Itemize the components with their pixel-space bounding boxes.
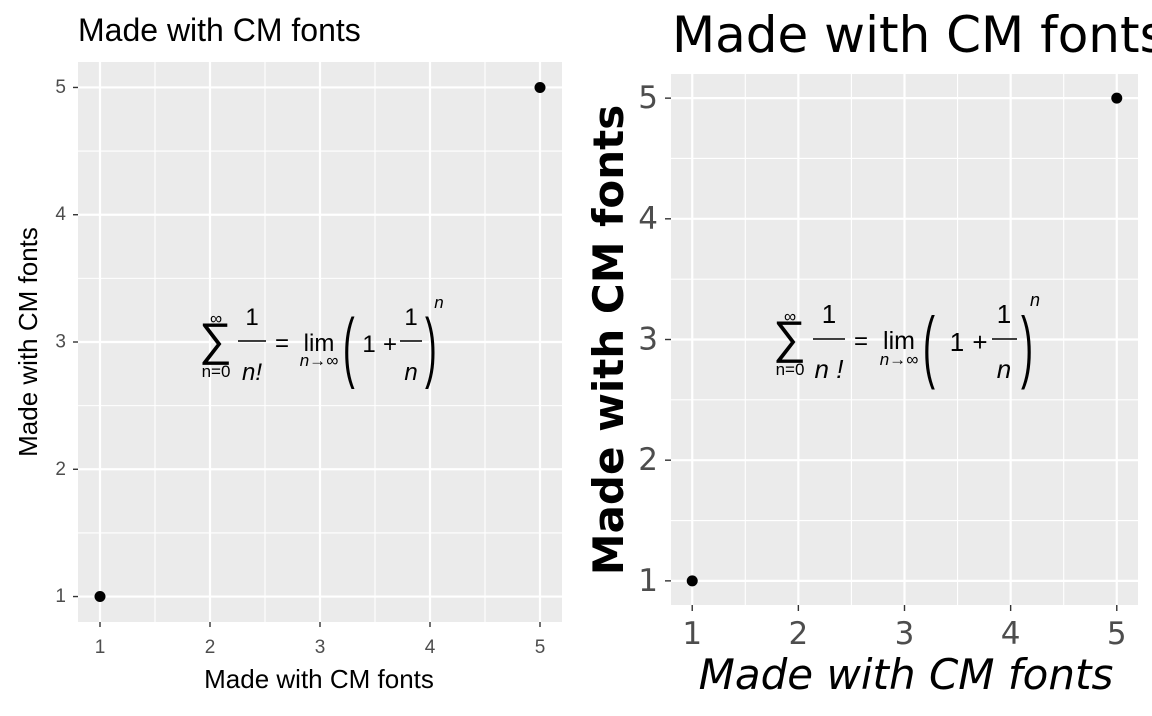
fraction-numerator: 1 bbox=[245, 304, 258, 331]
fraction-denominator: n! bbox=[242, 359, 262, 386]
right-plot-grid bbox=[671, 74, 1138, 605]
equals-sign: = bbox=[854, 328, 868, 355]
right-plot-title: Made with CM fonts bbox=[672, 6, 1152, 64]
inner-fraction-denominator: n bbox=[997, 354, 1011, 384]
right-y-axis-label: Made with CM fonts bbox=[584, 105, 633, 575]
right-paren: ) bbox=[425, 302, 437, 390]
one: 1 bbox=[362, 331, 375, 358]
limit-subscript: n→∞ bbox=[880, 350, 919, 369]
left-y-tick-label: 2 bbox=[55, 459, 66, 480]
right-y-tick-label: 2 bbox=[638, 442, 658, 478]
sum-sign: ∑ bbox=[199, 313, 232, 365]
limit-subscript: n→∞ bbox=[300, 351, 339, 370]
equals-sign: = bbox=[275, 330, 289, 357]
left-plot-points bbox=[94, 81, 546, 603]
sum-sign: ∑ bbox=[773, 311, 806, 363]
right-plot-y-tick-labels: 1 2 3 4 5 bbox=[638, 80, 658, 599]
left-plot-ticks bbox=[73, 86, 541, 627]
left-y-axis-label: Made with CM fonts bbox=[13, 227, 43, 457]
right-y-tick-label: 1 bbox=[638, 563, 658, 599]
right-y-tick-label: 5 bbox=[638, 80, 658, 116]
left-y-tick-label: 3 bbox=[55, 332, 66, 353]
right-data-point bbox=[1111, 92, 1123, 104]
right-x-tick-label: 3 bbox=[895, 616, 915, 652]
inner-fraction-numerator: 1 bbox=[997, 299, 1011, 329]
left-plot-y-tick-labels: 1 2 3 4 5 bbox=[55, 77, 66, 607]
right-plot-ticks bbox=[665, 97, 1118, 611]
exponent: n bbox=[434, 293, 443, 312]
right-plot: Made with CM fonts 1 2 3 4 5 1 2 3 4 5 M… bbox=[584, 6, 1152, 699]
right-paren: ) bbox=[1021, 302, 1033, 391]
left-plot-title: Made with CM fonts bbox=[78, 12, 361, 48]
right-data-point bbox=[686, 575, 698, 587]
left-x-tick-label: 1 bbox=[95, 637, 106, 658]
limit-operator: lim bbox=[883, 327, 915, 355]
sum-upper-limit: ∞ bbox=[210, 309, 222, 328]
fraction-numerator: 1 bbox=[822, 299, 836, 329]
left-x-tick-label: 2 bbox=[205, 637, 216, 658]
right-formula-annotation: ∑ ∞ n=0 1 n ! = lim n→∞ ( 1 + 1 n ) n bbox=[773, 290, 1040, 391]
one: 1 bbox=[950, 327, 964, 357]
left-x-axis-label: Made with CM fonts bbox=[204, 664, 434, 694]
right-x-tick-label: 2 bbox=[788, 616, 808, 652]
inner-fraction-numerator: 1 bbox=[404, 304, 417, 331]
right-y-tick-label: 3 bbox=[638, 322, 658, 358]
left-formula-annotation: ∑ ∞ n=0 1 n! = lim n→∞ ( 1 + 1 n ) n bbox=[199, 293, 444, 390]
right-x-tick-label: 1 bbox=[682, 616, 702, 652]
left-x-tick-label: 3 bbox=[315, 637, 326, 658]
plus-sign: + bbox=[972, 327, 987, 357]
left-data-point bbox=[94, 591, 106, 603]
plus-sign: + bbox=[383, 331, 397, 358]
sum-lower-limit: n=0 bbox=[202, 362, 231, 381]
right-x-tick-label: 5 bbox=[1107, 616, 1127, 652]
left-y-tick-label: 4 bbox=[55, 204, 66, 225]
left-plot: Made with CM fonts 1 2 3 4 5 1 2 3 4 5 M… bbox=[13, 12, 562, 694]
left-paren: ( bbox=[923, 302, 935, 391]
right-plot-points bbox=[686, 92, 1123, 587]
exponent: n bbox=[1030, 290, 1040, 310]
left-y-tick-label: 1 bbox=[55, 586, 66, 607]
left-x-tick-label: 4 bbox=[425, 637, 436, 658]
right-x-tick-label: 4 bbox=[1001, 616, 1021, 652]
sum-upper-limit: ∞ bbox=[784, 307, 796, 326]
left-paren: ( bbox=[343, 302, 355, 390]
right-plot-x-tick-labels: 1 2 3 4 5 bbox=[682, 616, 1126, 652]
limit-operator: lim bbox=[304, 330, 335, 357]
left-y-tick-label: 5 bbox=[55, 77, 66, 98]
right-x-axis-label: Made with CM fonts bbox=[699, 650, 1114, 699]
fraction-denominator: n ! bbox=[815, 354, 844, 384]
right-y-tick-label: 4 bbox=[638, 201, 658, 237]
left-plot-grid bbox=[78, 62, 562, 622]
left-plot-x-tick-labels: 1 2 3 4 5 bbox=[95, 637, 546, 658]
left-x-tick-label: 5 bbox=[535, 637, 546, 658]
sum-lower-limit: n=0 bbox=[776, 360, 805, 379]
left-data-point bbox=[534, 81, 546, 93]
inner-fraction-denominator: n bbox=[404, 359, 417, 386]
